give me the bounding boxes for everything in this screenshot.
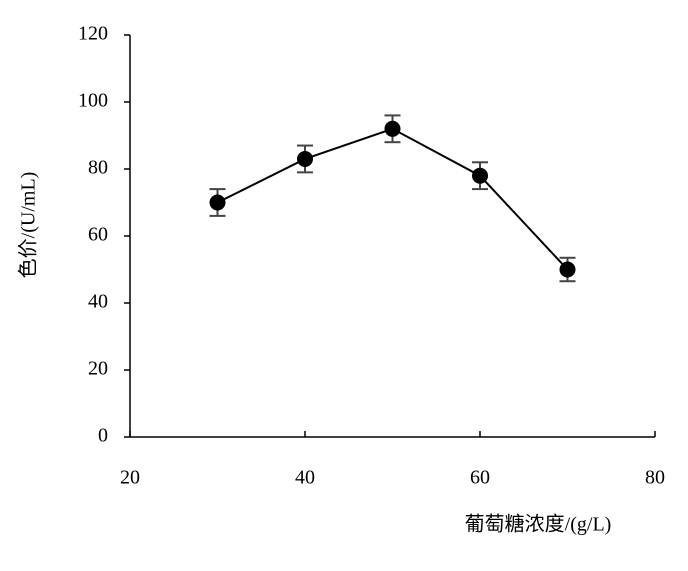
y-tick-label: 40 [88, 291, 108, 313]
y-axis-label: 色价/(U/mL) [17, 172, 40, 279]
y-tick-label: 0 [98, 425, 108, 447]
y-tick-label: 100 [78, 90, 108, 112]
y-tick-label: 120 [78, 23, 108, 45]
x-tick-label: 40 [295, 467, 315, 489]
data-point [384, 120, 401, 137]
y-tick-label: 80 [88, 157, 108, 179]
y-tick-label: 20 [88, 358, 108, 380]
y-tick-label: 60 [88, 224, 108, 246]
data-line [217, 127, 569, 271]
data-point [209, 194, 226, 211]
data-point [559, 261, 576, 278]
data-point [472, 167, 488, 184]
x-tick-label: 20 [120, 467, 140, 489]
x-tick-label: 80 [645, 467, 665, 489]
x-axis-label: 葡萄糖浓度/(g/L) [465, 513, 612, 536]
data-point [297, 150, 313, 167]
x-tick-label: 60 [470, 467, 490, 489]
